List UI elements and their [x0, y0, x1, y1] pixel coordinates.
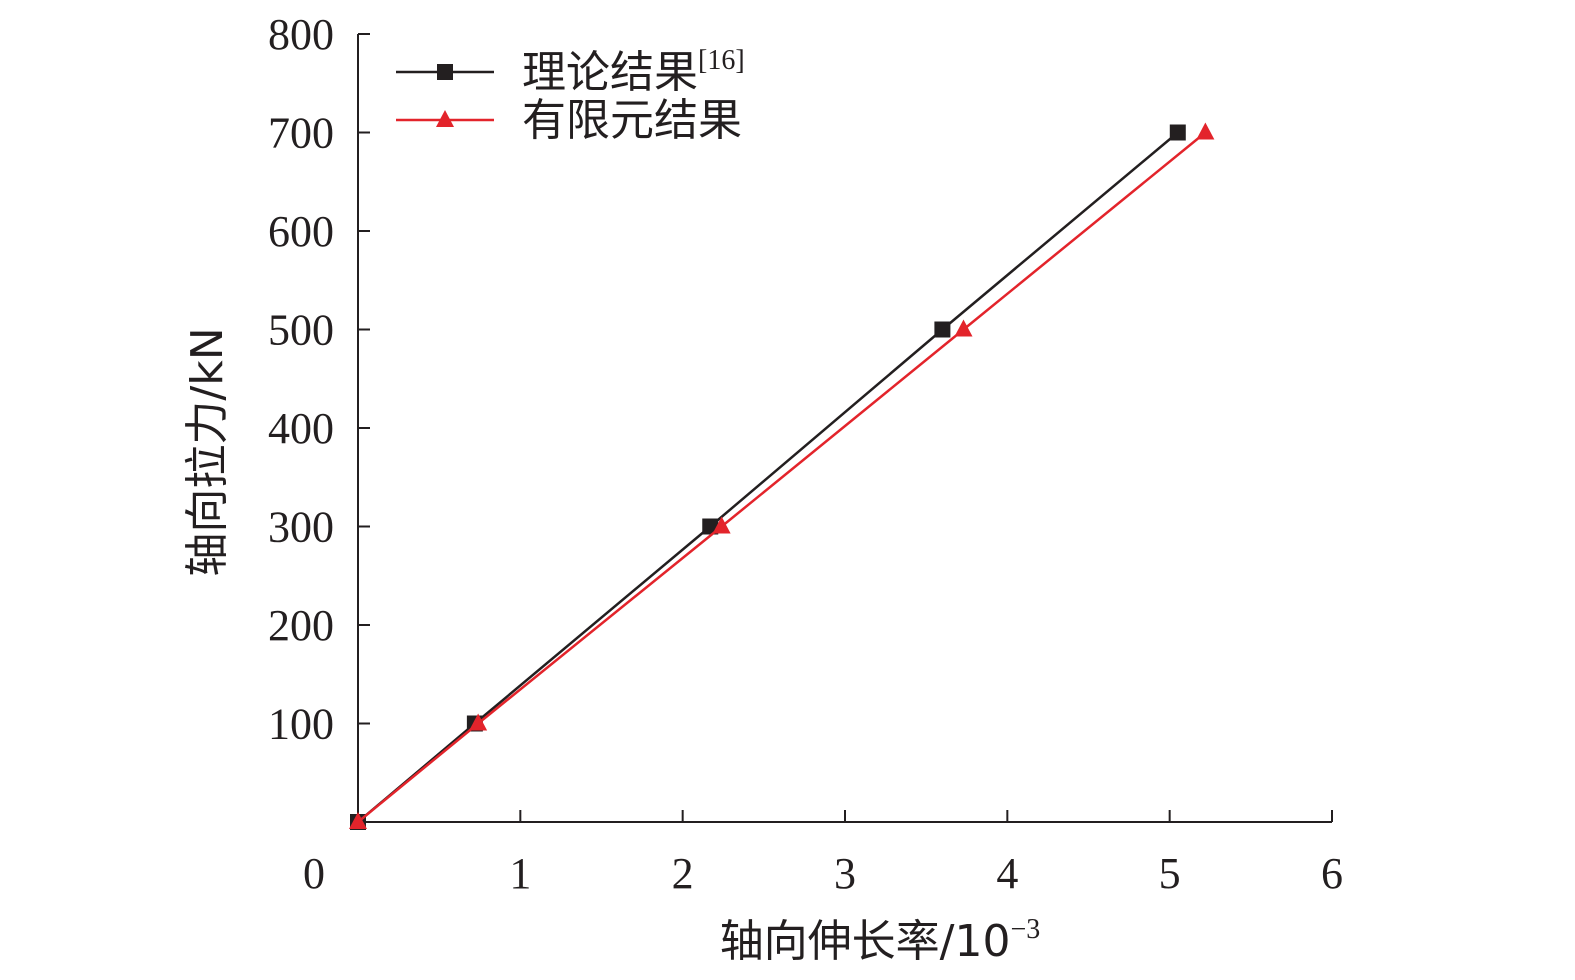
data-point: [349, 812, 367, 829]
x-tick-label: 5: [1159, 849, 1181, 898]
x-tick-label: 3: [834, 849, 856, 898]
legend-marker: [437, 64, 453, 80]
x-axis-title-text: 轴向伸长率/10: [720, 916, 1011, 967]
data-point: [1169, 124, 1186, 141]
y-tick-label: 100: [268, 700, 334, 749]
x-axis-title-exponent: −3: [1011, 914, 1041, 945]
data-point: [712, 516, 731, 534]
legend-item-1: 理论结果[16]: [396, 45, 745, 98]
legend-label-text: 理论结果: [522, 47, 698, 98]
legend-label-text: 有限元结果: [522, 95, 742, 146]
x-tick-label: 6: [1321, 849, 1343, 898]
legend: 理论结果[16]有限元结果: [396, 45, 745, 146]
data-point: [934, 321, 951, 338]
y-axis-title: 轴向拉力/kN: [182, 327, 233, 576]
series-2: [349, 122, 1215, 829]
y-tick-label: 400: [268, 404, 334, 453]
y-tick-label: 600: [268, 207, 334, 256]
x-tick-label: 2: [672, 849, 694, 898]
ticks: 100 200 300 400 500 600 700 800 1 2 3 4 5 6 0: [268, 10, 1343, 898]
series-line: [357, 131, 1207, 823]
x-tick-label: 4: [996, 849, 1018, 898]
x-tick-label: 1: [509, 849, 531, 898]
y-tick-label: 300: [268, 503, 334, 552]
legend-label-citation: [16]: [698, 45, 745, 76]
y-tick-label: 200: [268, 601, 334, 650]
y-tick-label: 700: [268, 109, 334, 158]
x-axis-title: 轴向伸长率/10−3: [720, 914, 1041, 967]
y-tick-label: 800: [268, 10, 334, 59]
series-layer: [349, 122, 1215, 830]
legend-label: 有限元结果: [522, 95, 742, 146]
legend-label: 理论结果[16]: [522, 45, 745, 98]
data-point: [1196, 122, 1215, 140]
data-point: [469, 713, 488, 731]
legend-item-2: 有限元结果: [396, 95, 742, 146]
data-point: [954, 319, 973, 337]
x-origin-label: 0: [303, 849, 325, 898]
legend-marker: [436, 110, 454, 127]
y-tick-label: 500: [268, 306, 334, 355]
